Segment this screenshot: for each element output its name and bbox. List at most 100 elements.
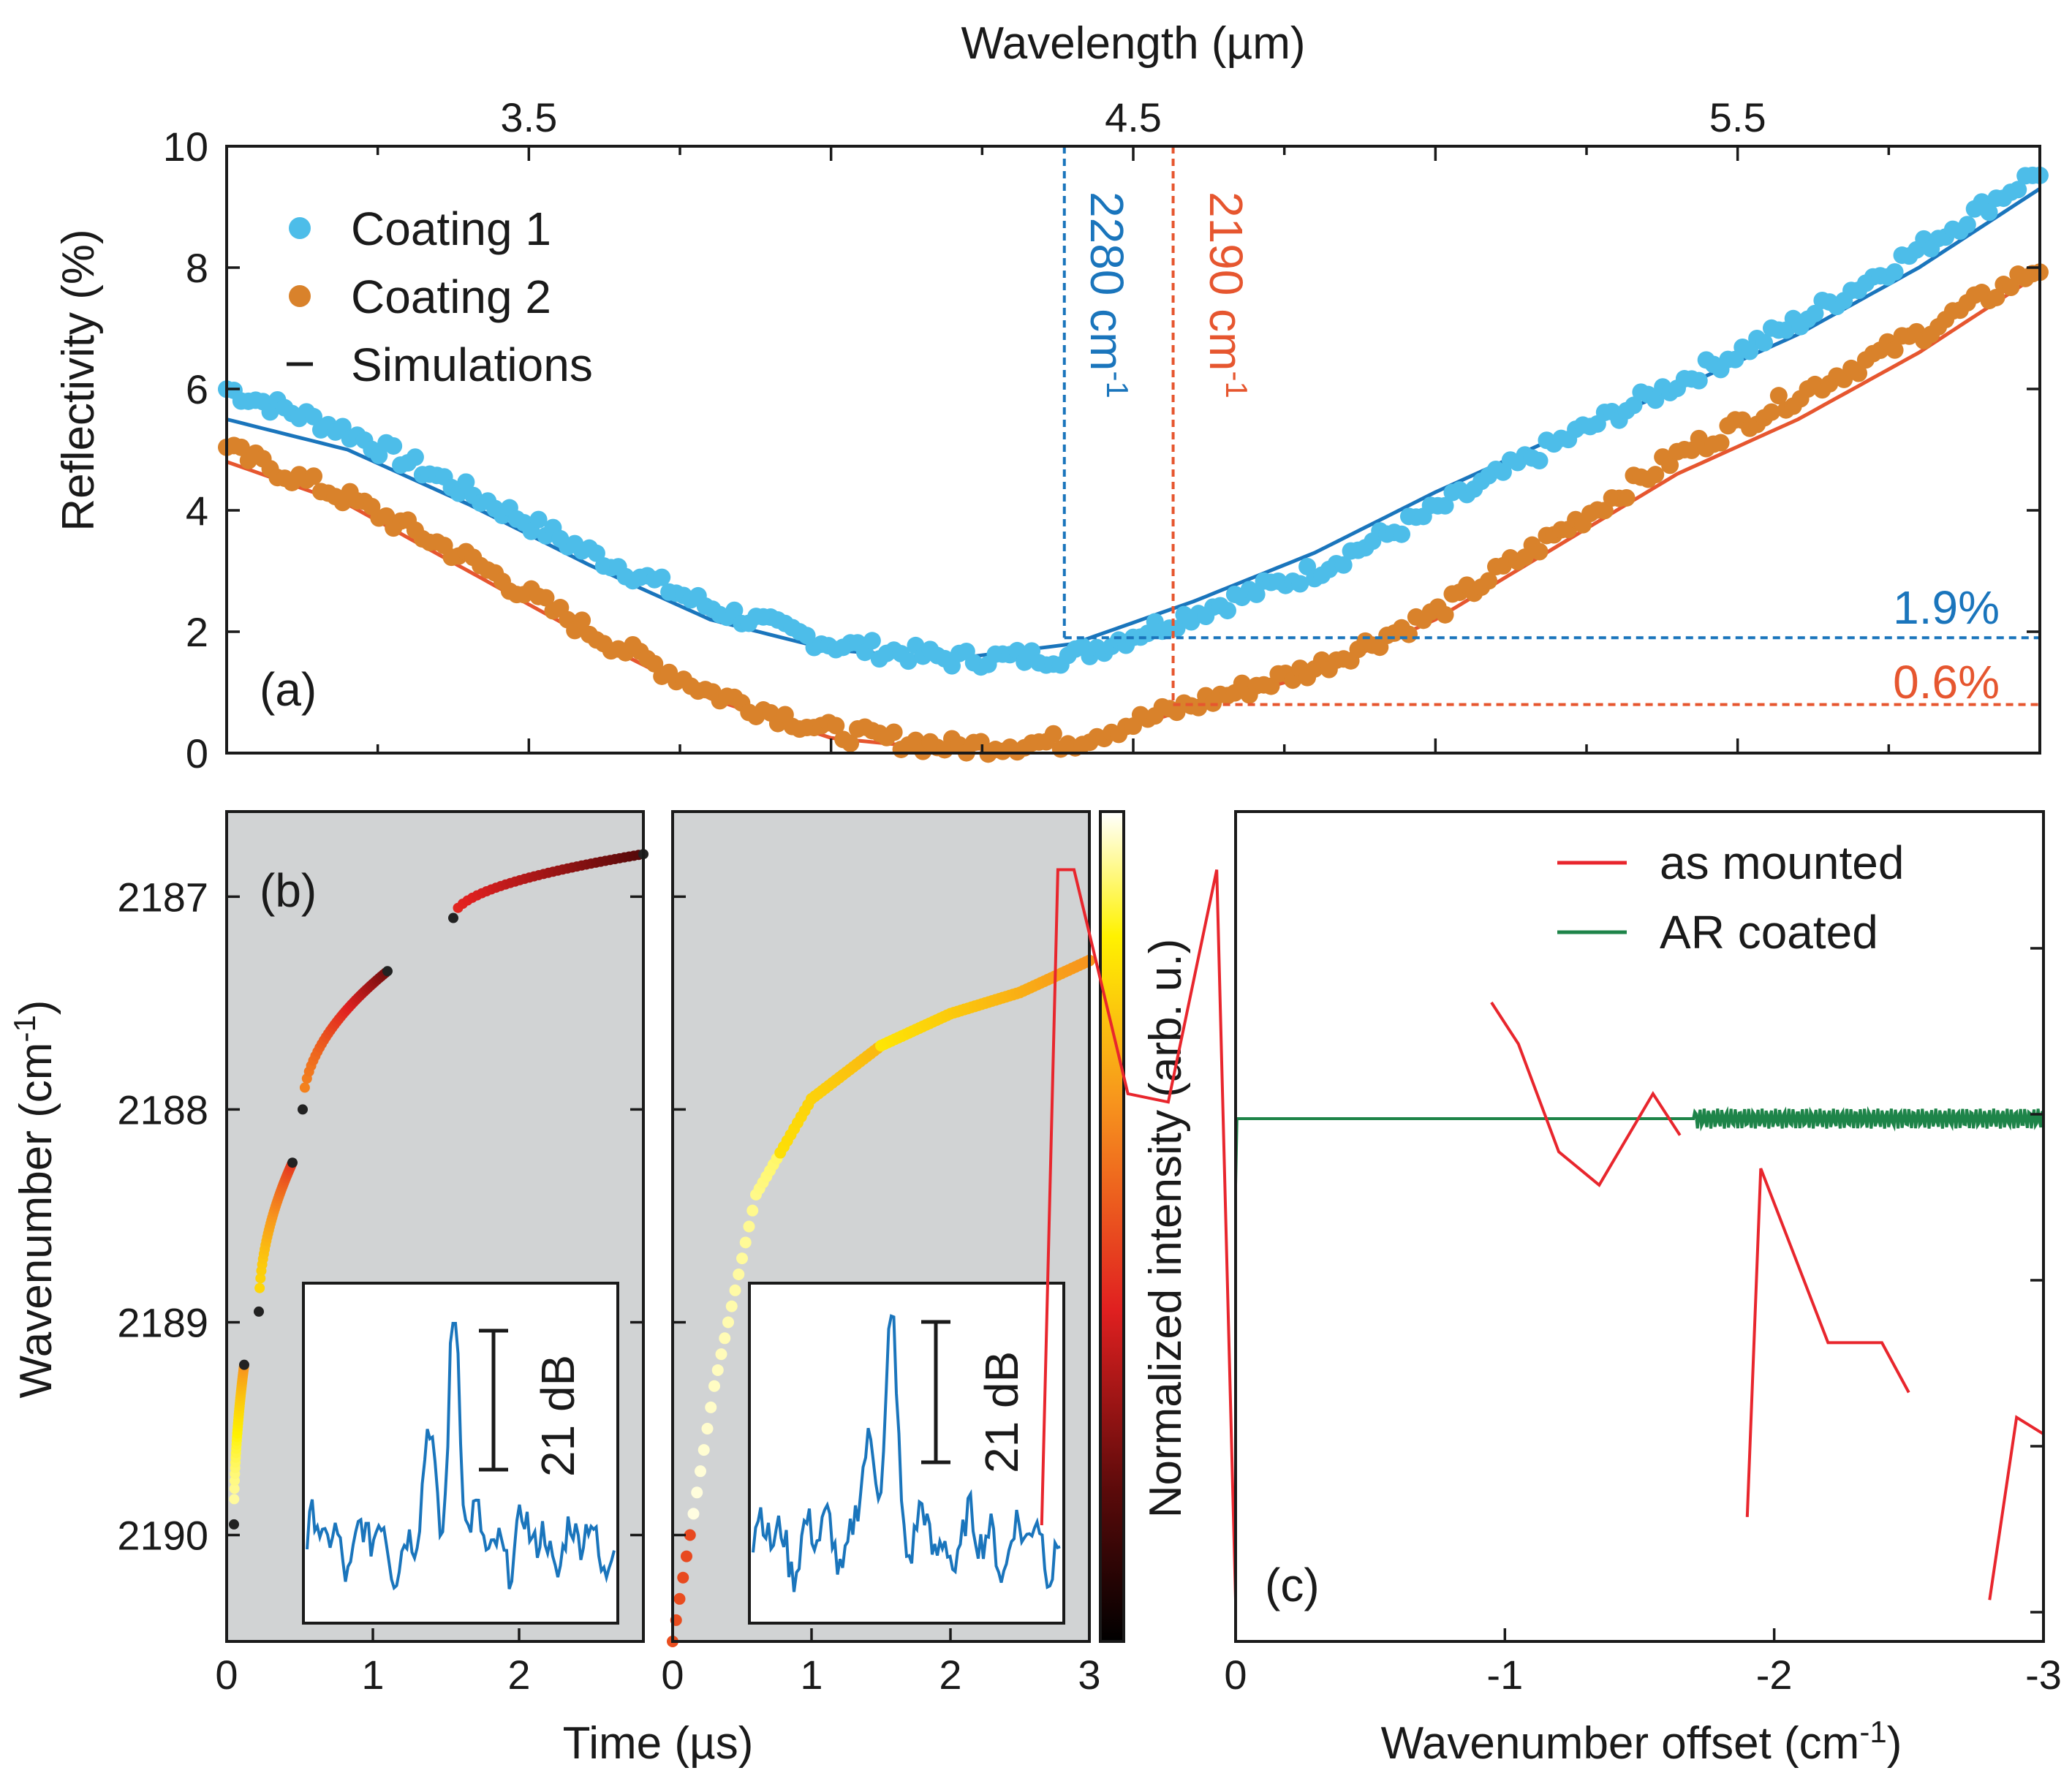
- b-right-point: [681, 1550, 692, 1562]
- b-left-xtick-label: 1: [361, 1652, 384, 1698]
- a-legend: Coating 1 Coating 2 Simulations: [287, 203, 593, 391]
- a-data-point: [1044, 725, 1062, 743]
- legend-coating1-label: Coating 1: [351, 203, 551, 255]
- b-left-point: [229, 1483, 240, 1494]
- b-right-xtick-label: 1: [800, 1652, 823, 1698]
- a-data-point: [827, 717, 845, 735]
- a-data-point: [863, 632, 881, 650]
- a-data-point: [1393, 525, 1411, 543]
- colorbar: [1099, 810, 1125, 1643]
- a-x2label: Wavelength (µm): [961, 18, 1306, 69]
- b-left-point: [299, 1082, 310, 1093]
- b-right-point-layer: [667, 954, 1095, 1647]
- a-ytick-label: 6: [186, 366, 208, 412]
- panel-b: Wavenumber (cm-1) (b) 2187 2188 2189 2190 0 1…: [7, 810, 1191, 1769]
- b-right-point: [719, 1332, 731, 1345]
- b-panel-label: (b): [260, 864, 317, 917]
- b-left-point: [239, 1359, 249, 1370]
- b-right-point: [673, 1592, 686, 1605]
- a-data-point: [587, 544, 605, 562]
- b-left-point: [255, 1273, 266, 1284]
- a-data-point: [899, 652, 918, 670]
- c-xtick-label: -1: [1486, 1652, 1523, 1698]
- b-right-point: [708, 1380, 720, 1392]
- a-data-point: [1886, 262, 1904, 281]
- b-left-point: [448, 912, 458, 923]
- a-data-point: [1762, 403, 1780, 421]
- a-x2tick-label: 5.5: [1709, 94, 1766, 140]
- b-left-xtick-label: 0: [215, 1652, 238, 1698]
- a-data-point: [406, 448, 424, 466]
- b-left-point: [287, 1157, 298, 1168]
- b-right-point: [705, 1401, 717, 1413]
- b-ytick-label: 2188: [117, 1086, 208, 1133]
- c-as-mounted-line: [1988, 1415, 2045, 1600]
- b-xlabel: Time (µs): [563, 1718, 754, 1769]
- a-data-point: [1980, 203, 1998, 222]
- c-as-mounted-line: [1745, 1168, 1910, 1517]
- a-ytick-label: 2: [186, 609, 208, 655]
- b-right-point: [725, 1300, 738, 1312]
- a-data-point: [1661, 456, 1679, 475]
- legend-coating1-dot: [289, 217, 311, 239]
- b-left-xtick-label: 2: [507, 1652, 530, 1698]
- b-right-point: [739, 1236, 752, 1249]
- a-data-point: [573, 611, 591, 630]
- c-legend: as mounted AR coated: [1557, 836, 1904, 959]
- b-ytick-label: 2187: [117, 874, 208, 920]
- inset-right-trace: [752, 1314, 1061, 1592]
- a-data-point: [1755, 333, 1774, 352]
- b-right-point: [695, 1465, 706, 1478]
- b-left-point: [298, 1104, 308, 1115]
- b-right-point: [733, 1268, 745, 1280]
- c-tick-layer: 0 -1 -2 -3: [1224, 947, 2062, 1698]
- a-ytick-label: 0: [186, 730, 208, 776]
- c-xtick-label: -2: [1756, 1652, 1793, 1698]
- a-data-point: [1646, 391, 1665, 409]
- a-data-point: [457, 473, 475, 491]
- c-as-mounted-line: [1490, 1001, 1682, 1187]
- legend-sim-label: Simulations: [351, 339, 593, 391]
- a-data-point: [1712, 434, 1730, 452]
- b-right-point: [691, 1486, 703, 1499]
- legend-coating2-label: Coating 2: [351, 271, 551, 323]
- c-ar-coated-line: [1234, 1105, 2045, 1185]
- b-tick-layer: 2187 2188 2189 2190 0 1 2 0 1 2 3: [117, 874, 1100, 1698]
- a-data-point: [725, 601, 744, 619]
- panel-a: Wavelength (µm) Reflectivity (%) 0 2 4 6 8 10…: [53, 18, 2049, 776]
- c-panel-label: (c): [1265, 1559, 1320, 1611]
- b-left-point: [229, 1519, 239, 1530]
- a-data-point: [1247, 585, 1266, 603]
- inset-left-scale-label: 21 dB: [532, 1355, 584, 1477]
- marker-2190-label: 2190 cm-1: [1200, 192, 1254, 398]
- b-left-point-layer: [229, 849, 649, 1530]
- a-data-point: [2002, 278, 2020, 296]
- a-x2tick-label: 3.5: [500, 94, 557, 140]
- b-left-point: [382, 966, 393, 977]
- level-19-label: 1.9%: [1893, 581, 2000, 634]
- inset-left: 21 dB: [302, 1282, 619, 1625]
- c-as-mounted-line: [1040, 868, 1237, 1600]
- b-right-point: [715, 1348, 727, 1361]
- b-right-point: [746, 1204, 759, 1217]
- inset-right-frame: [748, 1282, 1065, 1625]
- b-right-xtick-label: 2: [939, 1652, 961, 1698]
- c-frame: [1234, 810, 2045, 1643]
- a-point-layer: [218, 166, 2049, 763]
- b-right-point: [711, 1364, 724, 1376]
- a-data-point: [1480, 572, 1498, 590]
- a-ytick-label: 10: [163, 124, 208, 170]
- b-right-xtick-label: 3: [1078, 1652, 1100, 1698]
- a-data-point: [1218, 602, 1236, 620]
- a-data-point: [1886, 341, 1904, 359]
- b-right-point: [729, 1284, 741, 1296]
- inset-left-trace: [306, 1322, 616, 1591]
- a-data-point: [1617, 488, 1636, 507]
- a-marker-layer: [1062, 146, 2040, 706]
- a-data-point: [1530, 543, 1549, 561]
- a-data-point: [1436, 605, 1454, 624]
- a-data-point: [305, 467, 323, 485]
- a-panel-label: (a): [260, 663, 317, 716]
- a-data-point: [885, 723, 903, 741]
- a-data-point: [1625, 396, 1643, 415]
